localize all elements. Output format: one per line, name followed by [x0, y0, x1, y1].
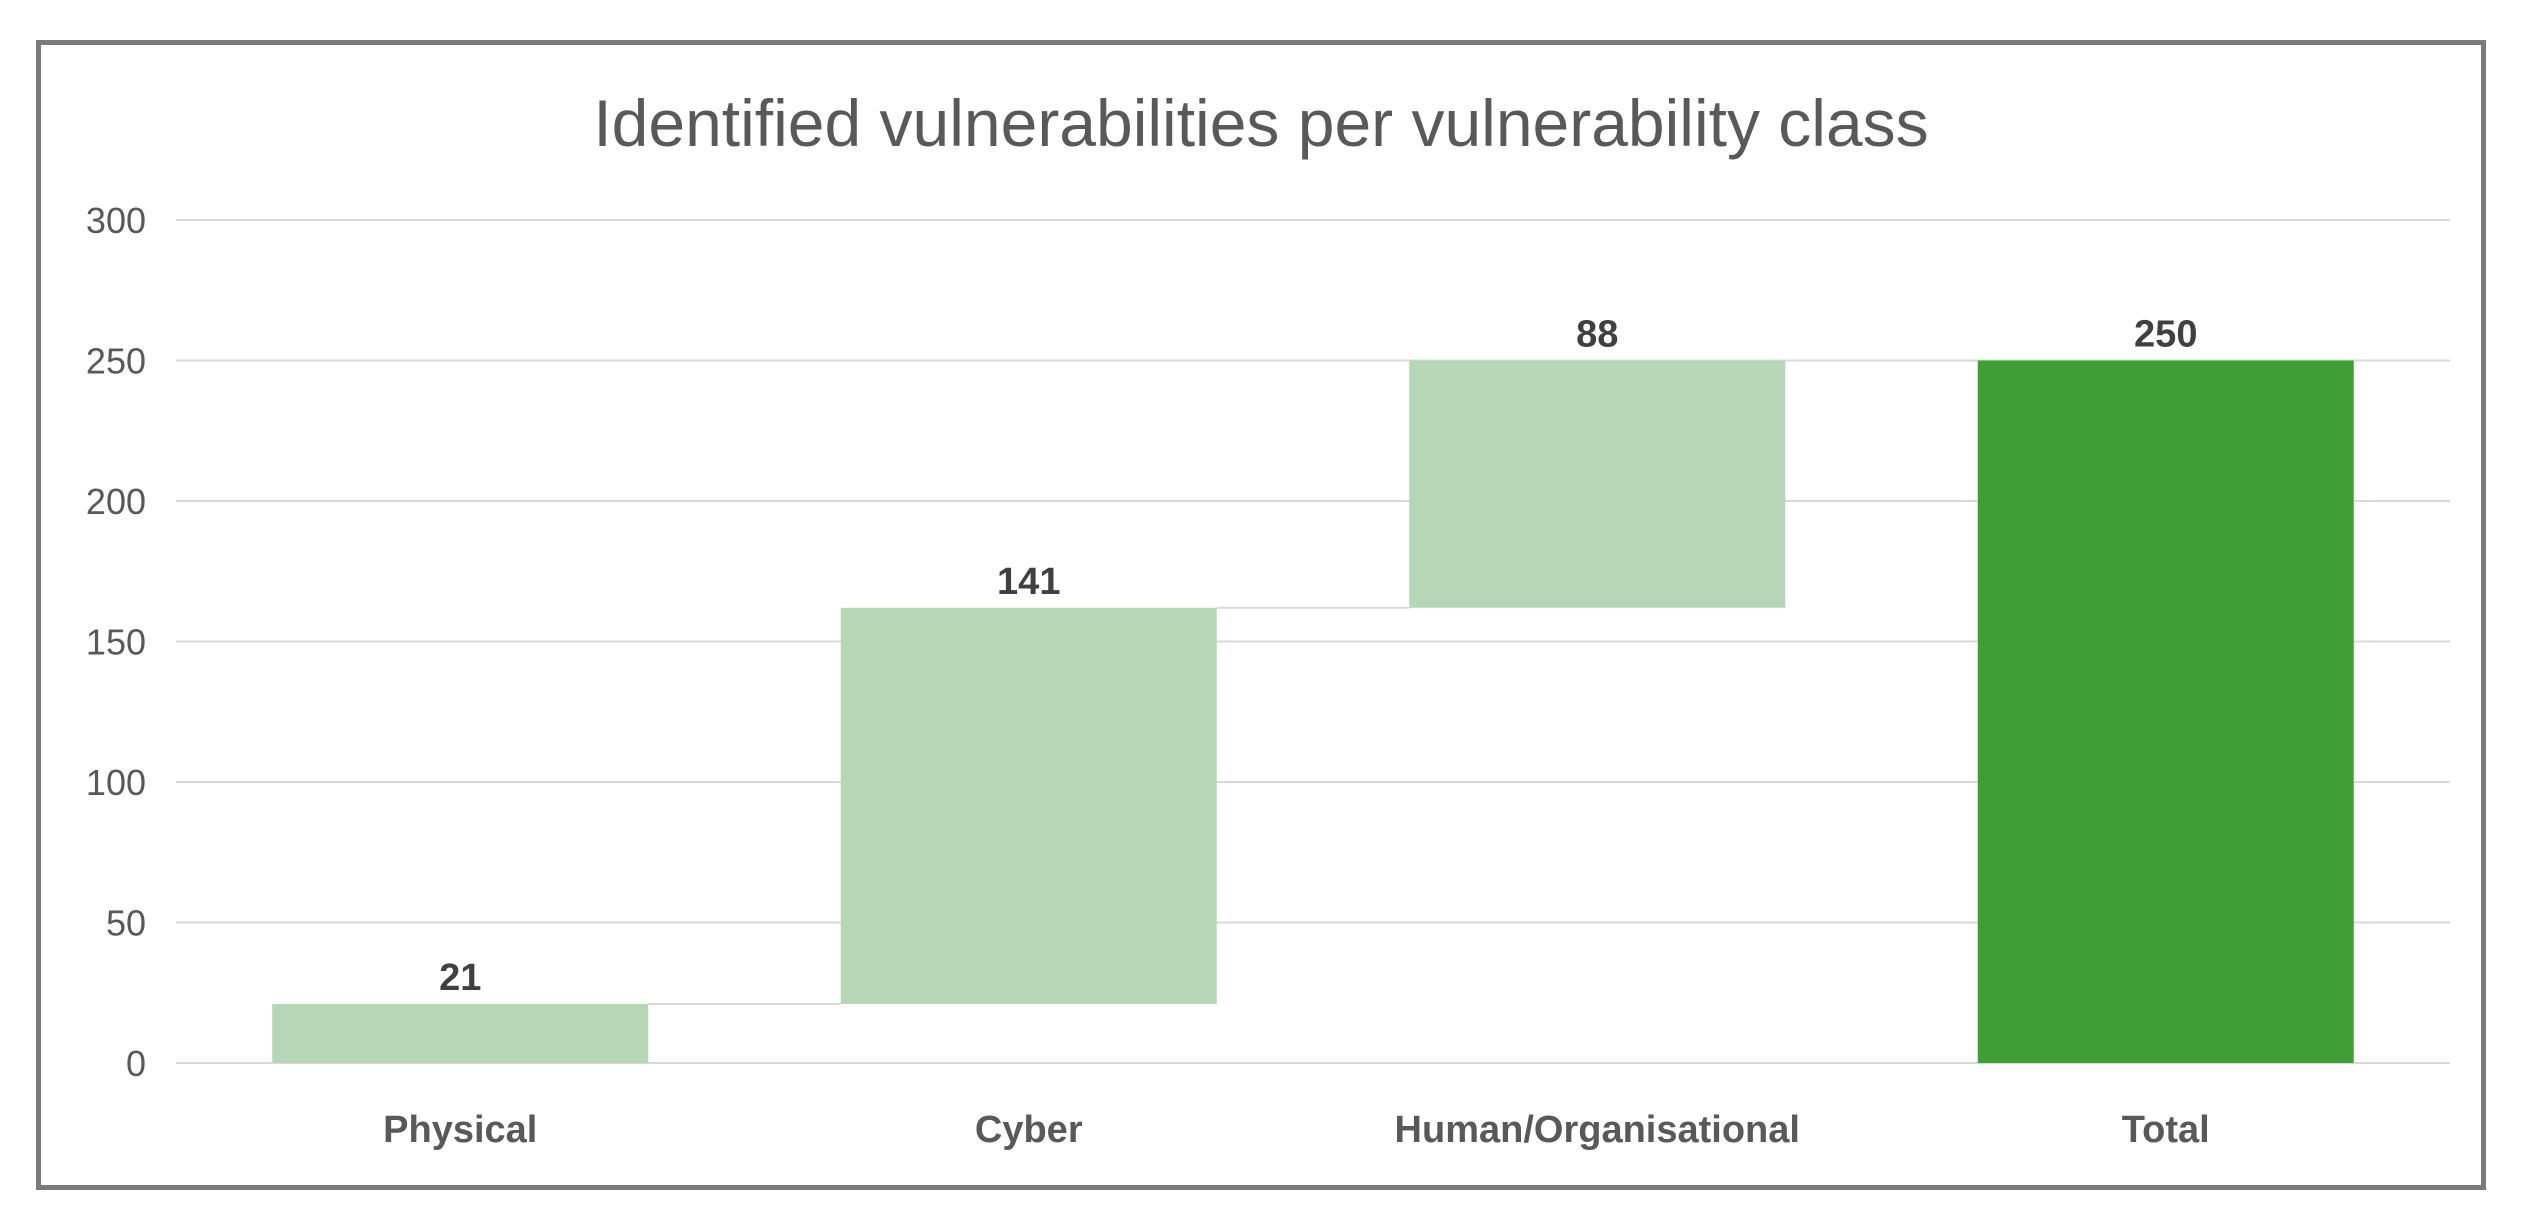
data-label: 21: [439, 957, 481, 999]
category-label: Human/Organisational: [1395, 1109, 1800, 1151]
bars: [272, 360, 2354, 1063]
y-tick-label: 150: [86, 622, 146, 663]
y-tick-label: 200: [86, 481, 146, 522]
y-axis-ticks: 0 50 100 150 200 250 300: [86, 200, 146, 1084]
category-label: Total: [2122, 1109, 2210, 1151]
x-axis-categories: Physical Cyber Human/Organisational Total: [383, 1109, 2210, 1151]
data-labels: 21 141 88 250: [439, 314, 2197, 999]
data-label: 88: [1576, 314, 1618, 356]
chart-title: Identified vulnerabilities per vulnerabi…: [593, 86, 1928, 160]
y-tick-label: 300: [86, 200, 146, 241]
data-label: 250: [2134, 314, 2197, 356]
bar-cyber: [840, 607, 1217, 1004]
category-label: Physical: [383, 1109, 537, 1151]
data-label: 141: [997, 561, 1060, 603]
connectors: [648, 359, 1978, 1005]
bar-total: [1977, 360, 2354, 1063]
y-tick-label: 50: [106, 903, 146, 944]
y-tick-label: 0: [126, 1043, 146, 1084]
category-label: Cyber: [975, 1109, 1083, 1151]
y-tick-label: 100: [86, 762, 146, 803]
y-tick-label: 250: [86, 341, 146, 382]
bar-physical: [272, 1003, 649, 1063]
bar-human-organisational: [1409, 360, 1786, 608]
